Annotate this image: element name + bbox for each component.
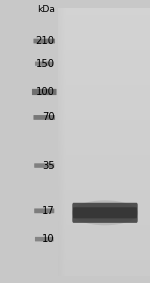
Text: 17: 17	[42, 206, 55, 216]
Text: 150: 150	[36, 59, 55, 69]
FancyBboxPatch shape	[72, 203, 138, 223]
Text: kDa: kDa	[37, 5, 55, 14]
Text: 70: 70	[42, 112, 55, 123]
Text: 210: 210	[36, 36, 55, 46]
FancyBboxPatch shape	[73, 207, 137, 218]
FancyBboxPatch shape	[33, 115, 55, 120]
Text: 35: 35	[42, 160, 55, 171]
Ellipse shape	[72, 200, 138, 225]
FancyBboxPatch shape	[35, 237, 54, 241]
FancyBboxPatch shape	[35, 61, 54, 66]
Text: 100: 100	[36, 87, 55, 97]
FancyBboxPatch shape	[34, 208, 54, 213]
FancyBboxPatch shape	[33, 38, 55, 43]
Text: 10: 10	[42, 234, 55, 244]
FancyBboxPatch shape	[34, 163, 54, 168]
FancyBboxPatch shape	[32, 89, 57, 95]
